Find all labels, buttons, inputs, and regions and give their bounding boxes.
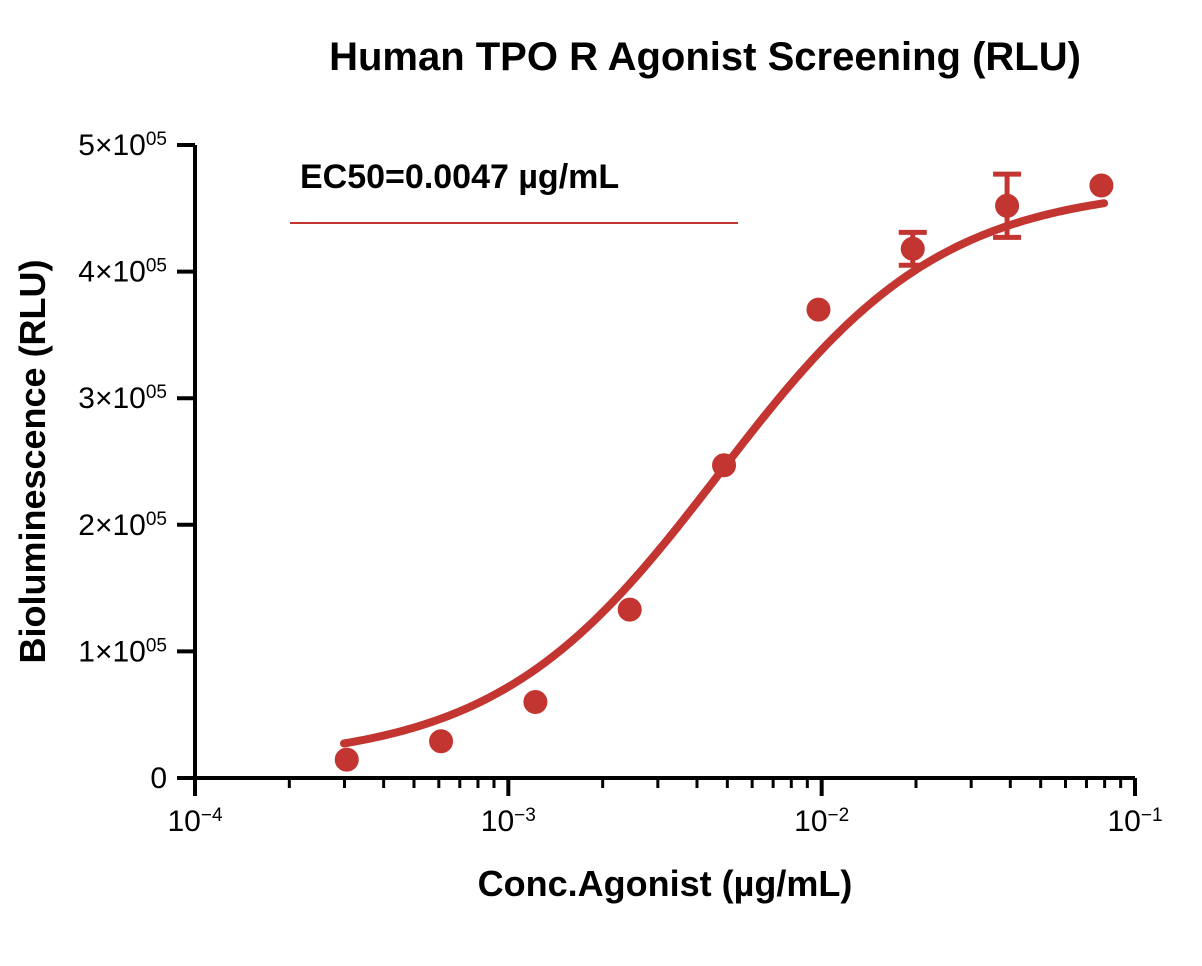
data-point — [996, 195, 1018, 217]
y-axis-label: Bioluminescence (RLU) — [12, 259, 53, 663]
chart-container: Human TPO R Agonist Screening (RLU) EC50=… — [0, 0, 1202, 966]
data-point — [336, 749, 358, 771]
data-point — [1090, 175, 1112, 197]
ec50-label: EC50=0.0047 µg/mL — [300, 158, 619, 196]
data-point — [713, 454, 735, 476]
data-point — [619, 599, 641, 621]
data-point — [808, 299, 830, 321]
data-point — [430, 730, 452, 752]
chart-title: Human TPO R Agonist Screening (RLU) — [329, 35, 1081, 79]
data-point — [902, 238, 924, 260]
chart-svg: Human TPO R Agonist Screening (RLU) EC50=… — [0, 0, 1202, 966]
data-point — [524, 691, 546, 713]
x-axis-label: Conc.Agonist (µg/mL) — [478, 863, 853, 904]
y-tick-label: 0 — [150, 762, 167, 795]
